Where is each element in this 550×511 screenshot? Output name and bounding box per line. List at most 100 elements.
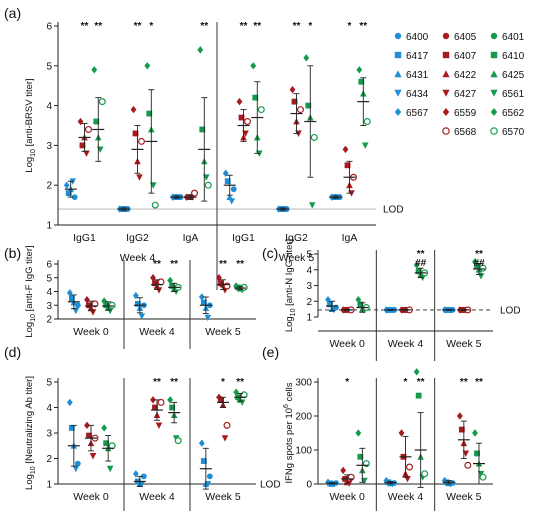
data-point [244, 118, 252, 126]
y-tick-label: 1 [306, 313, 312, 324]
x-tick-label: Week 0 [73, 491, 109, 503]
data-point [413, 368, 420, 376]
data-point [103, 302, 110, 309]
data-point [223, 421, 231, 429]
y-tick-label: 3 [46, 301, 52, 312]
data-point [72, 465, 80, 473]
data-point [303, 54, 310, 62]
legend-label: 6427 [454, 89, 477, 100]
y-tick-label: 4 [46, 287, 52, 298]
data-point [464, 461, 472, 469]
legend: 6400 6417 6431 6434 6567 6405 6407 6422 6427 6559… [394, 32, 525, 138]
legend-label: 6422 [454, 70, 477, 81]
data-point [132, 291, 139, 300]
data-point [199, 126, 206, 133]
x-tick-label: Week 5 [446, 338, 482, 350]
data-point [297, 106, 305, 114]
x-tick-label: Week 5 [446, 491, 482, 503]
data-point [228, 198, 236, 205]
significance-mark: ** [94, 21, 102, 32]
legend-label: 6434 [406, 89, 429, 100]
panel-label: (d) [4, 344, 21, 360]
x-tick-label: Week 4 [139, 491, 175, 503]
panel-label: (a) [4, 5, 21, 21]
legend-label: 6567 [406, 108, 429, 119]
panel-label: (c) [262, 245, 278, 261]
data-point [86, 432, 92, 439]
panel-a: (a) Log10 [anti-BRSV titer] 1 2 3 4 5 6 LOD IgG1 I… [4, 5, 404, 290]
legend-label: 6405 [454, 32, 477, 43]
data-point [200, 299, 207, 306]
y-tick-label: 0 [306, 480, 312, 491]
data-point [103, 440, 110, 447]
significance-mark: * [149, 21, 153, 32]
data-point [356, 66, 363, 74]
significance-mark: * [308, 21, 312, 32]
data-point [108, 301, 116, 309]
significance-mark: ** [460, 377, 468, 388]
y-axis-label: IFNg spots per 106 cells [283, 382, 295, 483]
x-tick-label: Week 4 [388, 338, 424, 350]
legend-marker [442, 32, 450, 40]
data-point [305, 102, 312, 109]
y-tick-label: 6 [46, 22, 52, 33]
legend-label: 6410 [502, 51, 525, 62]
data-point [218, 396, 224, 403]
data-point [325, 295, 331, 304]
legend-marker [394, 51, 402, 59]
data-point [132, 130, 139, 137]
significance-mark: ** [170, 377, 178, 388]
data-point [68, 295, 75, 302]
significance-mark: ** [417, 249, 425, 260]
data-point [235, 284, 242, 291]
data-point [236, 97, 243, 106]
data-point [155, 422, 163, 429]
data-point [74, 302, 81, 309]
data-point [150, 274, 156, 282]
data-point [150, 396, 156, 404]
data-point [93, 118, 100, 125]
significance-mark: ** [240, 21, 248, 32]
legend-marker [490, 51, 498, 59]
data-point [198, 293, 205, 301]
data-point [357, 301, 364, 308]
data-point [398, 429, 405, 437]
y-axis-label: Log10 [Neutralizing Ab titer] [24, 376, 37, 490]
x-tick-label: Week 5 [205, 491, 241, 503]
data-point [206, 473, 213, 480]
data-point [144, 62, 151, 70]
data-point [289, 85, 296, 94]
data-point [291, 98, 298, 105]
data-point [84, 421, 90, 430]
data-point [479, 264, 487, 272]
y-tick-label: 4 [46, 101, 52, 112]
data-point [257, 106, 265, 114]
data-point [79, 142, 86, 149]
significance-mark: ** [293, 21, 301, 32]
x-tick-label: Week 5 [205, 326, 241, 338]
y-tick-label: 6 [46, 260, 52, 271]
data-point [68, 425, 75, 431]
data-point [358, 78, 365, 85]
data-point [91, 66, 98, 74]
week-label: Week 5 [279, 252, 315, 264]
significance-mark: ** [81, 21, 89, 32]
x-tick-label: Week 0 [329, 338, 365, 350]
data-point [140, 473, 147, 480]
data-point [357, 453, 364, 460]
data-point [157, 398, 165, 406]
significance-mark: ** [200, 21, 208, 32]
data-point [134, 300, 141, 307]
data-point [342, 145, 349, 154]
legend-label: 6562 [502, 108, 525, 119]
panel-label: (b) [4, 245, 21, 261]
data-point [71, 194, 78, 201]
x-tick-label: IgG2 [126, 232, 149, 244]
y-tick-label: 3 [46, 429, 52, 440]
y-axis-label: Log10 [anti-N IgG titer] [284, 239, 297, 332]
significance-mark: ** [417, 377, 425, 388]
legend-label: 6431 [406, 70, 429, 81]
legend-label: 6407 [454, 51, 477, 62]
y-tick-label: 4 [46, 403, 52, 414]
legend-marker [490, 108, 498, 116]
